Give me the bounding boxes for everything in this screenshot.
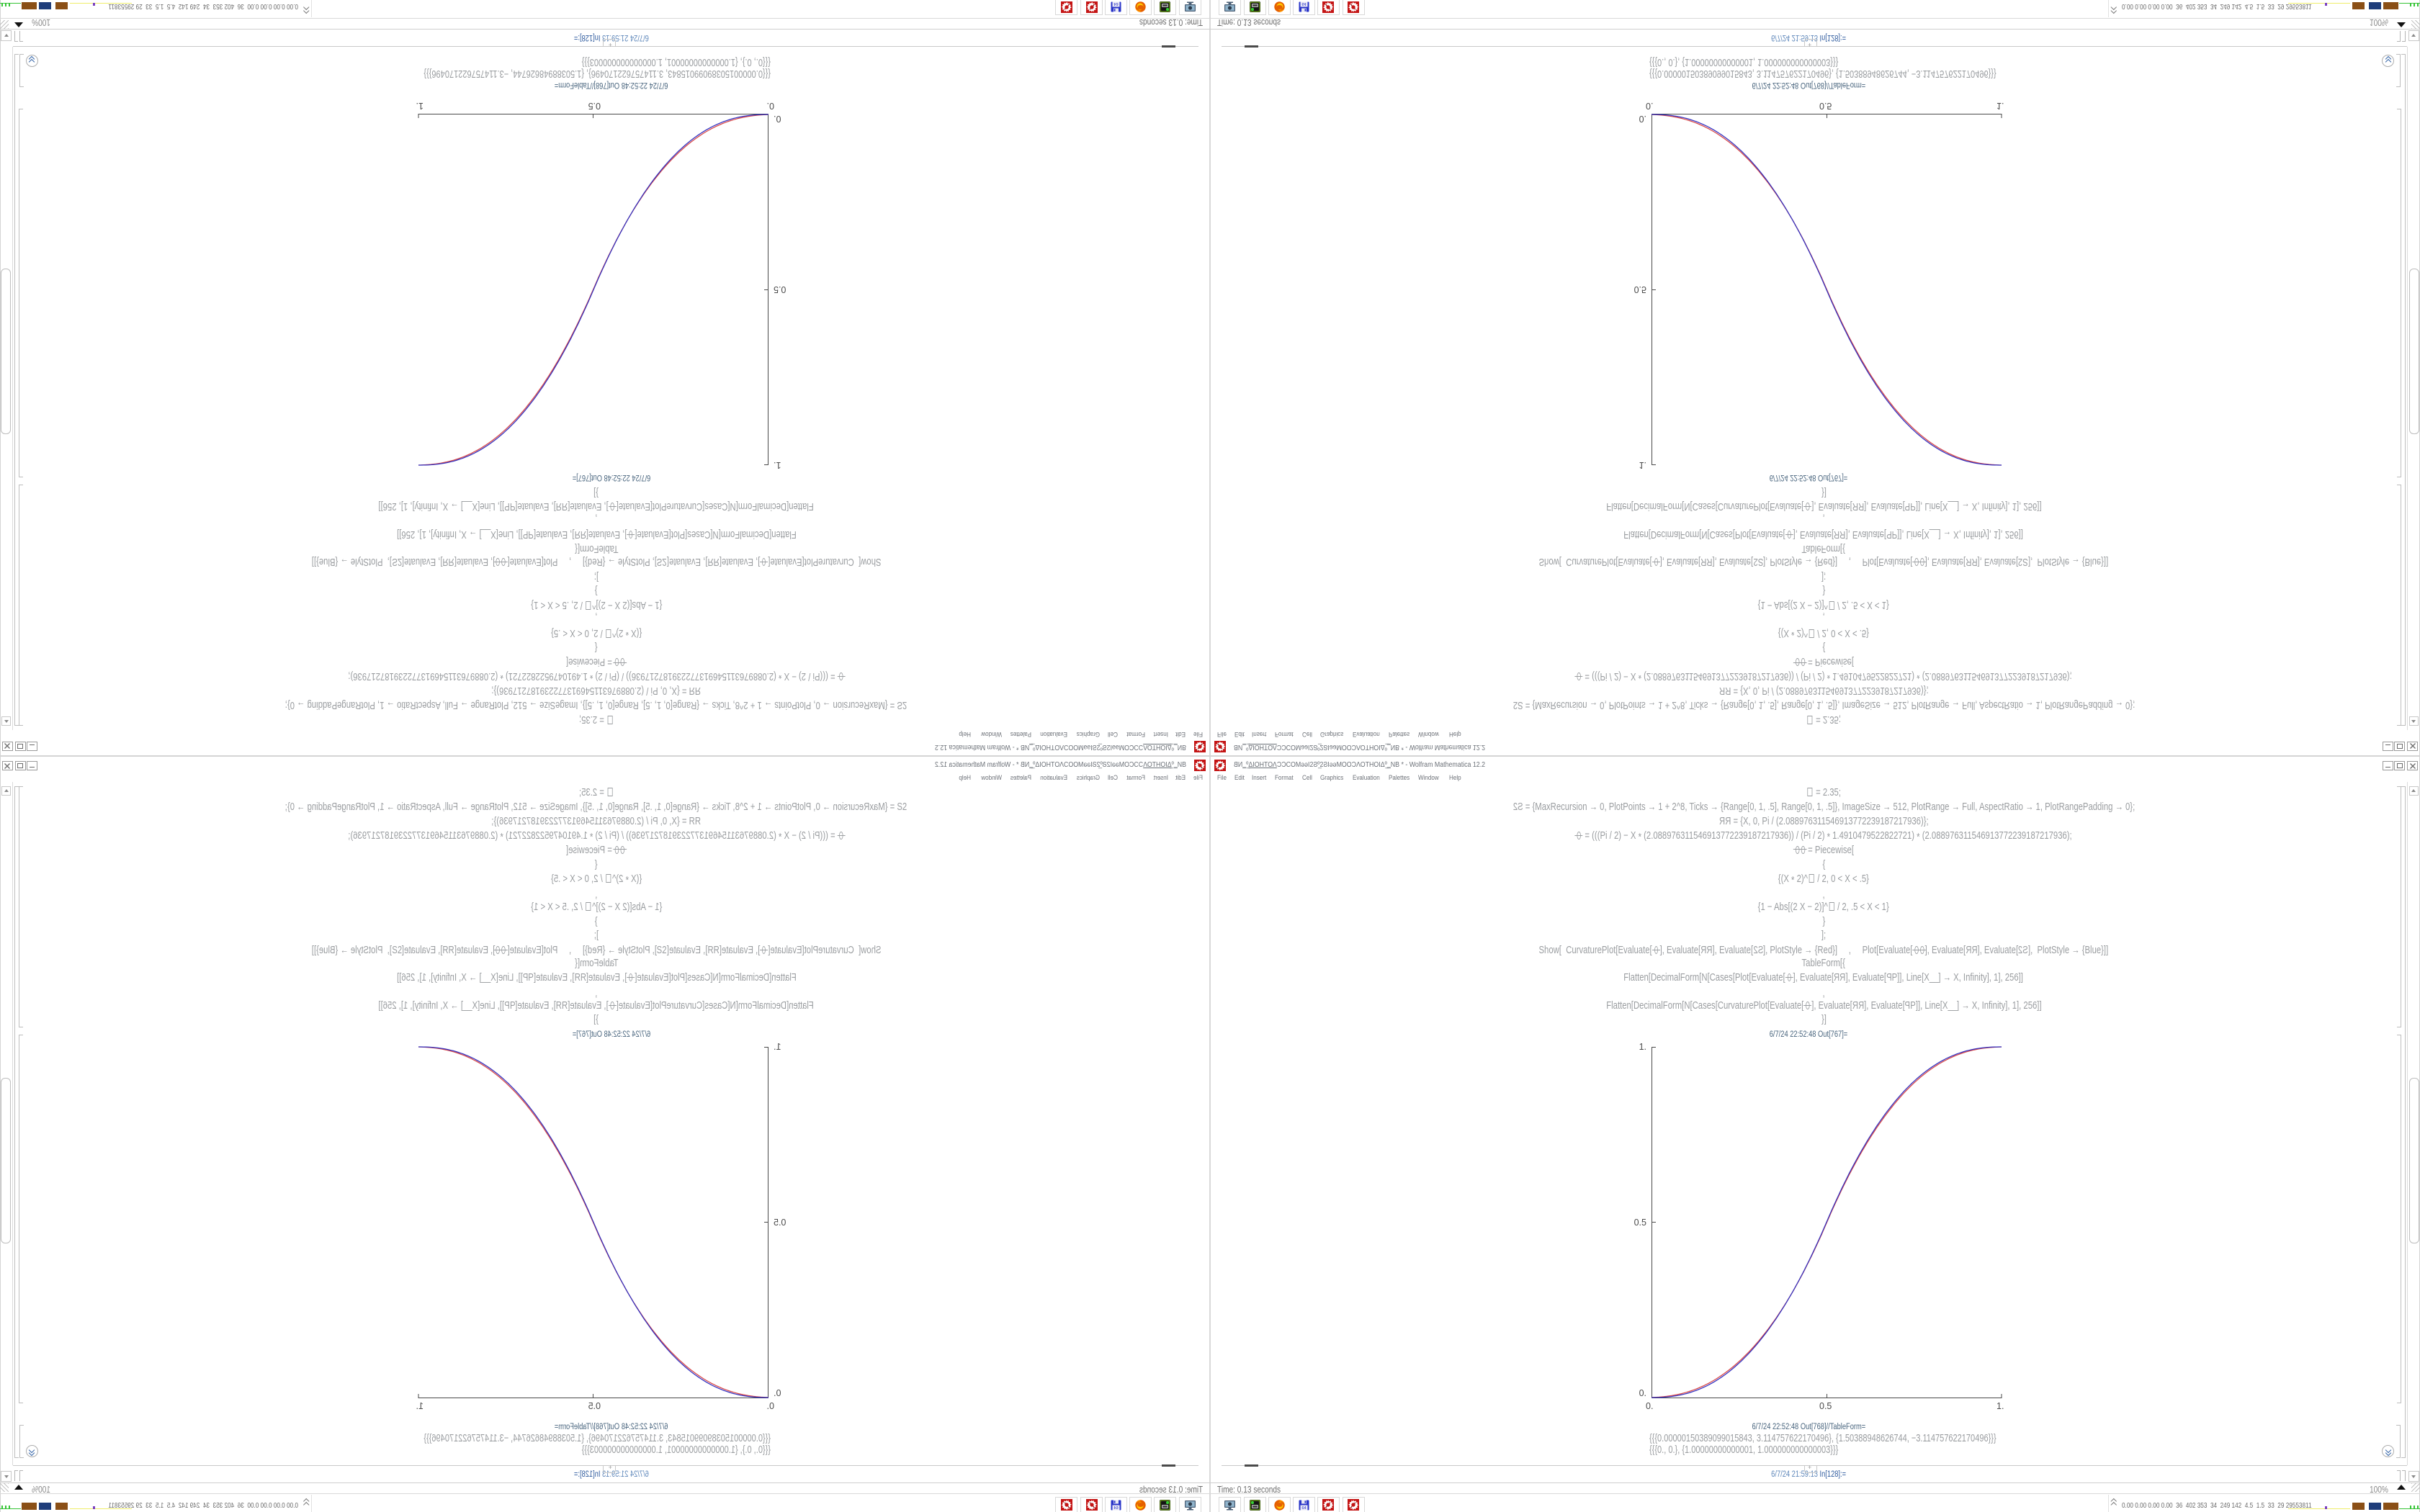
svg-text:64: 64: [1301, 1, 1306, 6]
svg-text:64: 64: [1113, 1, 1118, 6]
svg-text:64: 64: [1113, 1506, 1118, 1511]
svg-text:64: 64: [1301, 1506, 1306, 1511]
